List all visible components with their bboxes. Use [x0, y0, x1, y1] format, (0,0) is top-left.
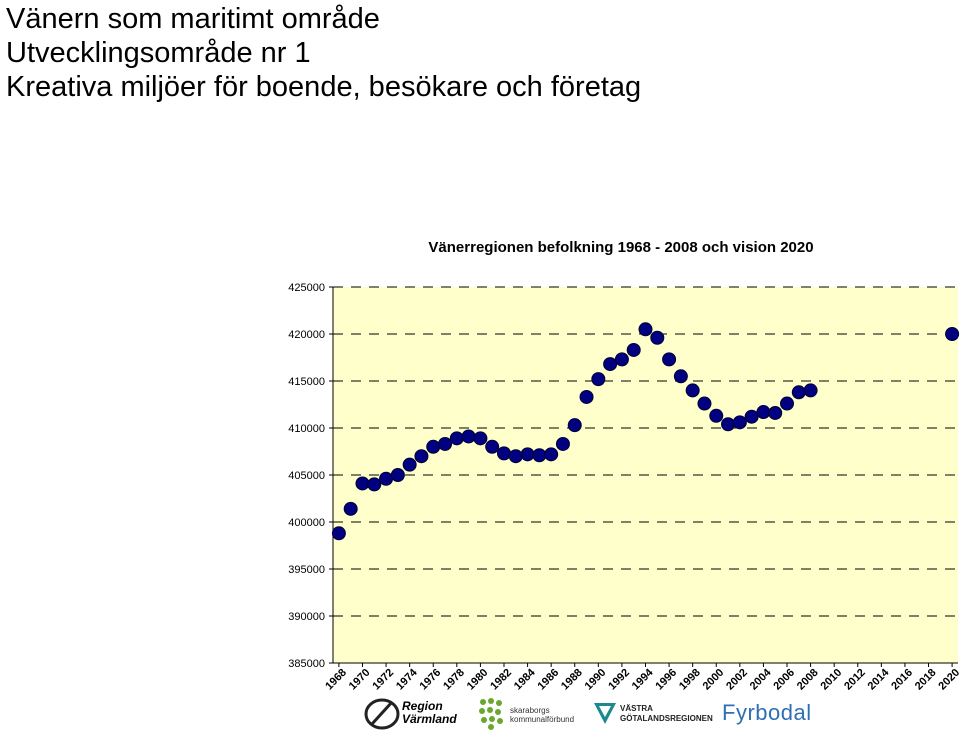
- data-point: [744, 409, 759, 424]
- data-point: [638, 322, 653, 337]
- x-tick-label: 1972: [370, 667, 396, 693]
- x-tick-label: 2016: [889, 667, 915, 693]
- data-point: [532, 448, 547, 463]
- x-tick-label: 1998: [677, 667, 703, 693]
- x-tick-label: 1970: [347, 667, 373, 693]
- data-point: [614, 352, 629, 367]
- data-point: [945, 327, 960, 341]
- x-tick-label: 1978: [441, 667, 467, 693]
- fyrbodal-text: Fyrbodal: [722, 700, 812, 725]
- x-tick-label: 2012: [842, 667, 868, 693]
- data-point: [709, 408, 724, 423]
- fyrbodal-logo: Fyrbodal: [722, 694, 814, 734]
- x-tick-label: 1980: [465, 667, 491, 693]
- skaraborgs-text: skaraborgs kommunalförbund: [510, 706, 575, 724]
- page-heading: Vänern som maritimt område Utvecklingsom…: [6, 2, 641, 104]
- x-tick-label: 2020: [936, 667, 960, 693]
- data-point: [343, 501, 358, 516]
- data-point: [673, 369, 688, 384]
- data-point: [791, 385, 806, 400]
- x-tick-label: 1976: [418, 667, 444, 693]
- data-point: [508, 449, 523, 464]
- data-point: [331, 526, 346, 541]
- x-tick-label: 1982: [488, 667, 514, 693]
- data-point: [390, 468, 405, 482]
- x-tick-label: 2018: [913, 667, 939, 693]
- data-point: [650, 330, 665, 345]
- data-point: [721, 417, 736, 432]
- x-tick-label: 1994: [630, 666, 656, 692]
- x-tick-labels: 1968197019721974197619781980198219841986…: [323, 663, 960, 692]
- skaraborgs-dots-icon: [479, 698, 503, 730]
- data-point: [768, 405, 783, 420]
- x-tick-label: 2002: [724, 667, 750, 693]
- x-tick-label: 2008: [795, 667, 821, 693]
- y-tick-label: 385000: [288, 658, 325, 670]
- x-tick-label: 1974: [394, 666, 420, 692]
- y-tick-label: 425000: [288, 282, 325, 294]
- data-point: [803, 383, 818, 398]
- x-tick-label: 2004: [748, 666, 774, 692]
- vastra-gotaland-logo: VÄSTRA GÖTALANDSREGIONEN: [592, 694, 713, 734]
- x-tick-label: 1988: [559, 667, 585, 693]
- y-tick-label: 405000: [288, 470, 325, 482]
- data-point: [438, 436, 453, 451]
- chart-title: Vänerregionen befolkning 1968 - 2008 och…: [428, 239, 813, 256]
- x-tick-label: 1986: [535, 667, 561, 693]
- skaraborgs-logo: skaraborgs kommunalförbund: [478, 694, 588, 734]
- vastra-gotaland-text: VÄSTRA GÖTALANDSREGIONEN: [620, 704, 713, 723]
- data-point: [496, 446, 511, 461]
- data-point: [780, 396, 795, 411]
- y-tick-label: 420000: [288, 329, 325, 341]
- data-point: [485, 439, 500, 454]
- data-points: [331, 322, 960, 541]
- data-point: [414, 449, 429, 464]
- x-tick-label: 2000: [701, 667, 727, 693]
- heading-line-3: Kreativa miljöer för boende, besökare oc…: [6, 71, 642, 103]
- partner-logos: Region Värmland skaraborgs kommunalförbu…: [360, 694, 820, 734]
- data-point: [379, 471, 394, 486]
- data-point: [426, 439, 441, 454]
- region-varmland-text: Region Värmland: [402, 699, 457, 726]
- data-point: [697, 396, 712, 411]
- data-point: [732, 415, 747, 430]
- y-tick-label: 400000: [288, 517, 325, 529]
- data-point: [355, 476, 370, 491]
- heading-line-1: Vänern som maritimt område: [6, 3, 380, 35]
- data-point: [756, 405, 771, 420]
- heading-line-2: Utvecklingsområde nr 1: [6, 37, 311, 69]
- x-tick-label: 1984: [512, 666, 538, 692]
- data-point: [662, 352, 677, 367]
- data-point: [567, 418, 582, 433]
- y-tick-label: 415000: [288, 376, 325, 388]
- data-point: [473, 431, 488, 446]
- x-tick-label: 2006: [771, 667, 797, 693]
- region-varmland-emblem-icon: [364, 698, 400, 730]
- x-tick-label: 1992: [606, 667, 632, 693]
- y-tick-label: 390000: [288, 611, 325, 623]
- y-tick-label: 410000: [288, 423, 325, 435]
- x-tick-label: 2010: [819, 667, 845, 693]
- data-point: [520, 447, 535, 462]
- x-tick-label: 2014: [866, 666, 892, 692]
- data-point: [626, 342, 641, 357]
- vastra-gotaland-shield-icon: [594, 703, 616, 724]
- x-tick-label: 1996: [653, 667, 679, 693]
- data-point: [402, 457, 417, 472]
- x-tick-label: 1990: [583, 667, 609, 693]
- y-tick-labels: 425000 420000 415000 410000 405000 400000 3950…: [288, 282, 333, 670]
- data-point: [449, 431, 464, 446]
- data-point: [367, 477, 382, 492]
- data-point: [591, 372, 606, 387]
- x-tick-label: 1968: [323, 667, 349, 693]
- data-point: [685, 383, 700, 398]
- data-point: [555, 436, 570, 451]
- data-point: [544, 447, 559, 462]
- data-point: [603, 357, 618, 372]
- data-point: [461, 429, 476, 444]
- data-point: [579, 389, 594, 404]
- region-varmland-logo: Region Värmland: [362, 694, 466, 734]
- y-tick-label: 395000: [288, 564, 325, 576]
